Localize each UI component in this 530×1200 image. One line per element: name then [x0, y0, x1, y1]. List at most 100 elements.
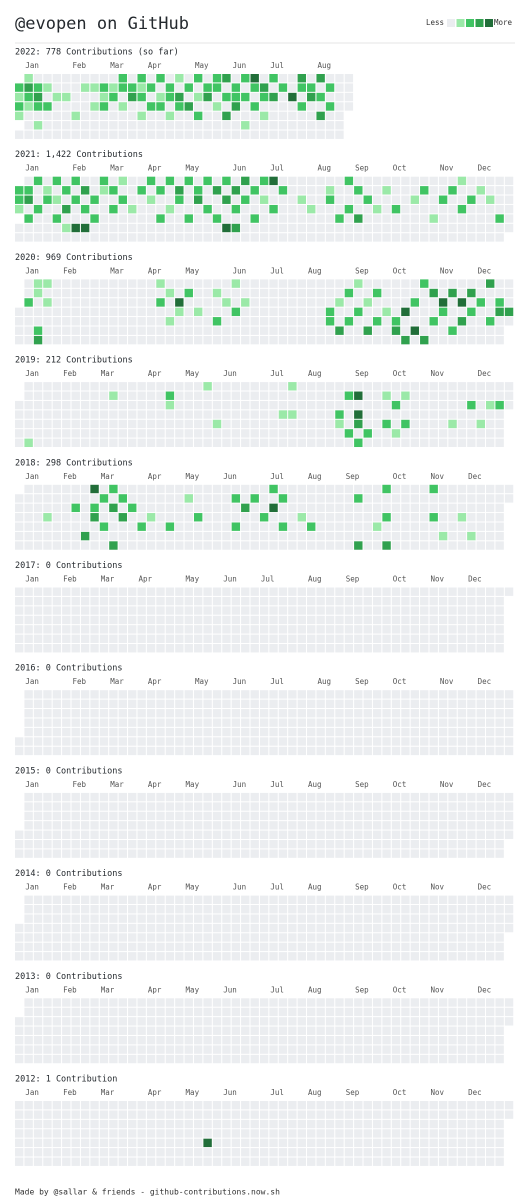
empty-cell: [52, 802, 62, 811]
empty-cell: [24, 1148, 33, 1157]
contribution-cell: [156, 92, 165, 102]
empty-cell: [62, 233, 71, 242]
empty-cell: [325, 279, 335, 288]
empty-cell: [212, 895, 222, 904]
empty-cell: [448, 933, 457, 942]
empty-cell: [476, 709, 485, 718]
empty-cell: [335, 792, 344, 802]
empty-cell: [457, 1045, 467, 1054]
empty-cell: [307, 625, 316, 634]
empty-cell: [457, 690, 467, 699]
empty-cell: [504, 998, 514, 1007]
empty-cell: [99, 335, 109, 345]
contribution-cell: [62, 186, 71, 195]
empty-cell: [297, 410, 306, 419]
empty-cell: [467, 1007, 476, 1017]
empty-cell: [203, 634, 212, 643]
empty-cell: [476, 1026, 485, 1035]
empty-cell: [71, 895, 80, 904]
contribution-cell: [278, 186, 288, 195]
empty-cell: [448, 317, 457, 326]
empty-cell: [363, 634, 372, 643]
empty-cell: [33, 606, 43, 615]
empty-cell: [52, 186, 62, 195]
empty-cell: [325, 400, 335, 410]
empty-cell: [476, 1101, 485, 1110]
empty-cell: [193, 204, 203, 214]
empty-cell: [335, 429, 344, 438]
empty-cell: [382, 727, 391, 737]
empty-cell: [146, 410, 156, 419]
empty-cell: [401, 484, 410, 494]
empty-cell: [128, 709, 137, 718]
contribution-cell: [457, 176, 467, 186]
empty-cell: [429, 699, 438, 709]
empty-cell: [504, 1101, 514, 1110]
empty-cell: [457, 1148, 467, 1157]
year-title: 2020: 969 Contributions: [15, 253, 133, 263]
empty-cell: [137, 634, 146, 643]
month-label: Sep: [346, 472, 360, 481]
empty-cell: [62, 840, 71, 849]
empty-cell: [80, 690, 90, 699]
empty-cell: [137, 233, 146, 242]
empty-cell: [354, 1045, 363, 1054]
empty-cell: [457, 307, 467, 317]
empty-cell: [43, 952, 52, 961]
empty-cell: [184, 634, 193, 643]
empty-cell: [448, 233, 457, 242]
empty-cell: [316, 718, 325, 727]
empty-cell: [250, 1138, 259, 1148]
empty-cell: [420, 905, 429, 914]
empty-cell: [420, 233, 429, 242]
empty-cell: [90, 690, 99, 699]
empty-cell: [250, 952, 259, 961]
empty-cell: [316, 727, 325, 737]
empty-cell: [429, 821, 438, 830]
empty-cell: [382, 1148, 391, 1157]
empty-cell: [429, 419, 438, 429]
empty-cell: [118, 317, 128, 326]
empty-cell: [476, 410, 485, 419]
empty-cell: [391, 1119, 401, 1129]
empty-cell: [128, 690, 137, 699]
empty-cell: [241, 1148, 250, 1157]
empty-cell: [212, 1157, 222, 1166]
empty-cell: [297, 811, 306, 821]
empty-cell: [372, 802, 382, 811]
empty-cell: [344, 606, 354, 615]
empty-cell: [241, 634, 250, 643]
empty-cell: [259, 1045, 269, 1054]
empty-cell: [486, 1007, 495, 1017]
empty-cell: [448, 1017, 457, 1026]
empty-cell: [193, 233, 203, 242]
empty-cell: [109, 1138, 118, 1148]
empty-cell: [259, 419, 269, 429]
empty-cell: [99, 1035, 109, 1045]
empty-cell: [316, 699, 325, 709]
empty-cell: [203, 830, 212, 839]
empty-cell: [62, 792, 71, 802]
empty-cell: [43, 74, 52, 83]
empty-cell: [401, 952, 410, 961]
empty-cell: [269, 606, 278, 615]
empty-cell: [391, 438, 401, 448]
empty-cell: [193, 121, 203, 130]
empty-cell: [410, 596, 420, 606]
empty-cell: [467, 802, 476, 811]
empty-cell: [448, 494, 457, 503]
empty-cell: [203, 419, 212, 429]
empty-cell: [297, 1026, 306, 1035]
empty-cell: [175, 1148, 184, 1157]
empty-cell: [486, 1101, 495, 1110]
empty-cell: [354, 484, 363, 494]
empty-cell: [307, 223, 316, 233]
empty-cell: [156, 1138, 165, 1148]
empty-cell: [401, 746, 410, 756]
empty-cell: [307, 709, 316, 718]
empty-cell: [354, 998, 363, 1007]
empty-cell: [335, 400, 344, 410]
empty-cell: [80, 1007, 90, 1017]
empty-cell: [438, 1026, 448, 1035]
empty-cell: [354, 223, 363, 233]
